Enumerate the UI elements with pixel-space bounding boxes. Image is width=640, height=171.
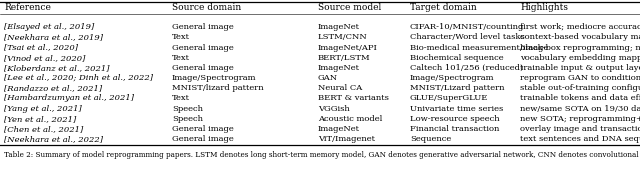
Text: vocabulary embedding mapping: vocabulary embedding mapping — [520, 54, 640, 62]
Text: General image: General image — [172, 135, 234, 143]
Text: [Kloberdanz et al., 2021]: [Kloberdanz et al., 2021] — [4, 64, 109, 72]
Text: context-based vocabulary mapping: context-based vocabulary mapping — [520, 33, 640, 41]
Text: General image: General image — [172, 64, 234, 72]
Text: new/same SOTA on 19/30 datasets: new/same SOTA on 19/30 datasets — [520, 105, 640, 113]
Text: Image/Spectrogram: Image/Spectrogram — [172, 74, 257, 82]
Text: VGGish: VGGish — [318, 105, 349, 113]
Text: Acoustic model: Acoustic model — [318, 115, 382, 123]
Text: BERT & variants: BERT & variants — [318, 95, 389, 102]
Text: ImageNet/API: ImageNet/API — [318, 43, 378, 51]
Text: text sentences and DNA sequences: text sentences and DNA sequences — [520, 135, 640, 143]
Text: Highlights: Highlights — [520, 3, 568, 12]
Text: Table 2: Summary of model reprogramming papers. LSTM denotes long short-term mem: Table 2: Summary of model reprogramming … — [4, 151, 640, 159]
Text: Financial transaction: Financial transaction — [410, 125, 499, 133]
Text: [Neekhara et al., 2022]: [Neekhara et al., 2022] — [4, 135, 103, 143]
Text: Image/Spectrogram: Image/Spectrogram — [410, 74, 495, 82]
Text: Low-resource speech: Low-resource speech — [410, 115, 500, 123]
Text: General image: General image — [172, 125, 234, 133]
Text: [Tsai et al., 2020]: [Tsai et al., 2020] — [4, 43, 78, 51]
Text: MNIST/Lizard pattern: MNIST/Lizard pattern — [410, 84, 504, 92]
Text: Target domain: Target domain — [410, 3, 477, 12]
Text: trainable tokens and data efficiency: trainable tokens and data efficiency — [520, 95, 640, 102]
Text: LSTM/CNN: LSTM/CNN — [318, 33, 368, 41]
Text: new SOTA; reprogramming+finetuning: new SOTA; reprogramming+finetuning — [520, 115, 640, 123]
Text: trainable input & output layers: trainable input & output layers — [520, 64, 640, 72]
Text: Source model: Source model — [318, 3, 381, 12]
Text: General image: General image — [172, 23, 234, 31]
Text: Sequence: Sequence — [410, 135, 451, 143]
Text: Bio-medical measurement/image: Bio-medical measurement/image — [410, 43, 548, 51]
Text: reprogram GAN to conditional GAN: reprogram GAN to conditional GAN — [520, 74, 640, 82]
Text: GLUE/SuperGLUE: GLUE/SuperGLUE — [410, 95, 488, 102]
Text: Reference: Reference — [4, 3, 51, 12]
Text: [Hambardzumyan et al., 2021]: [Hambardzumyan et al., 2021] — [4, 95, 134, 102]
Text: [Chen et al., 2021]: [Chen et al., 2021] — [4, 125, 83, 133]
Text: [Vinod et al., 2020]: [Vinod et al., 2020] — [4, 54, 85, 62]
Text: General image: General image — [172, 43, 234, 51]
Text: BERT/LSTM: BERT/LSTM — [318, 54, 371, 62]
Text: Text: Text — [172, 54, 190, 62]
Text: Character/Word level tasks: Character/Word level tasks — [410, 33, 525, 41]
Text: ImageNet: ImageNet — [318, 125, 360, 133]
Text: Caltech 101/256 (reduced): Caltech 101/256 (reduced) — [410, 64, 524, 72]
Text: MNIST/lizard pattern: MNIST/lizard pattern — [172, 84, 264, 92]
Text: Source domain: Source domain — [172, 3, 241, 12]
Text: [Elsayed et al., 2019]: [Elsayed et al., 2019] — [4, 23, 94, 31]
Text: Biochemical sequence: Biochemical sequence — [410, 54, 504, 62]
Text: Speech: Speech — [172, 115, 203, 123]
Text: ViT/Imagenet: ViT/Imagenet — [318, 135, 375, 143]
Text: Speech: Speech — [172, 105, 203, 113]
Text: ImageNet: ImageNet — [318, 64, 360, 72]
Text: Univariate time series: Univariate time series — [410, 105, 503, 113]
Text: [Lee et al., 2020; Dinh et al., 2022]: [Lee et al., 2020; Dinh et al., 2022] — [4, 74, 153, 82]
Text: [Yang et al., 2021]: [Yang et al., 2021] — [4, 105, 82, 113]
Text: black-box reprogramming; new SOTA: black-box reprogramming; new SOTA — [520, 43, 640, 51]
Text: Text: Text — [172, 95, 190, 102]
Text: CIFAR-10/MNIST/counting: CIFAR-10/MNIST/counting — [410, 23, 524, 31]
Text: ImageNet: ImageNet — [318, 23, 360, 31]
Text: [Randazzo et al., 2021]: [Randazzo et al., 2021] — [4, 84, 102, 92]
Text: first work; mediocre accuracy: first work; mediocre accuracy — [520, 23, 640, 31]
Text: Neural CA: Neural CA — [318, 84, 362, 92]
Text: overlay image and transaction feature: overlay image and transaction feature — [520, 125, 640, 133]
Text: [Neekhara et al., 2019]: [Neekhara et al., 2019] — [4, 33, 103, 41]
Text: [Yen et al., 2021]: [Yen et al., 2021] — [4, 115, 76, 123]
Text: stable out-of-training configurations: stable out-of-training configurations — [520, 84, 640, 92]
Text: Text: Text — [172, 33, 190, 41]
Text: GAN: GAN — [318, 74, 338, 82]
